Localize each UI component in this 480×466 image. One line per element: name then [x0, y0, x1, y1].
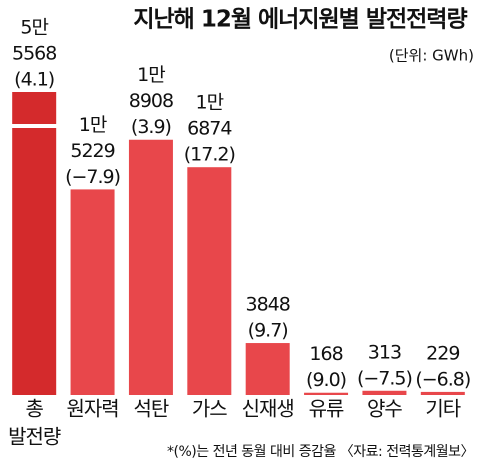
x-tick-label: 신재생 — [242, 397, 294, 421]
x-tick-label: 양수 — [367, 397, 402, 421]
value-label: 1만 — [137, 64, 165, 86]
change-label: (−6.8) — [415, 368, 470, 390]
value-label: 313 — [368, 341, 401, 363]
change-label: (−7.9) — [65, 166, 120, 188]
bar — [304, 392, 349, 395]
change-label: (−7.5) — [357, 367, 412, 389]
x-tick-label: 원자력 — [66, 397, 118, 421]
value-label: 3848 — [246, 294, 290, 316]
chart-title: 지난해 12월 에너지원별 발전전력량 — [133, 7, 467, 33]
x-tick-label: 석탄 — [134, 397, 169, 421]
change-label: (9.7) — [248, 320, 288, 342]
change-label: (17.2) — [184, 144, 235, 166]
value-label: 229 — [426, 342, 459, 364]
value-label: 168 — [309, 343, 342, 365]
bar — [12, 92, 57, 395]
x-tick-label: 총 — [25, 397, 43, 421]
value-label: 6874 — [187, 118, 232, 140]
bar — [362, 390, 407, 395]
x-tick-label: 발전량 — [8, 425, 61, 449]
bar — [70, 189, 115, 395]
x-tick-label: 기타 — [425, 397, 460, 421]
axis-break — [11, 124, 58, 128]
value-label: 8908 — [129, 90, 173, 112]
change-label: (9.0) — [306, 369, 346, 391]
bar — [420, 391, 465, 395]
footnote: *(%)는 전년 동월 대비 증감율 〈자료: 전력통계월보〉 — [167, 444, 474, 460]
unit-label: (단위: GWh) — [389, 47, 474, 65]
bar — [128, 139, 173, 395]
value-label: 5만 — [20, 17, 48, 39]
bar — [187, 167, 232, 395]
value-label: 1만 — [196, 92, 224, 114]
value-label: 5229 — [70, 140, 114, 162]
change-label: (3.9) — [131, 116, 171, 138]
value-label: 1만 — [79, 114, 107, 136]
change-label: (4.1) — [14, 69, 54, 91]
x-tick-label: 유류 — [309, 397, 344, 421]
x-tick-label: 가스 — [192, 397, 227, 421]
bar — [245, 343, 290, 395]
value-label: 5568 — [12, 43, 56, 65]
